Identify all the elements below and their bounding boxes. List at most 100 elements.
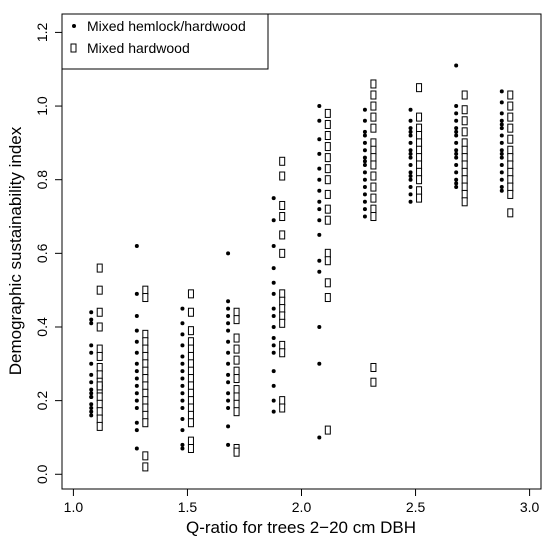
hardwood-point: [233, 374, 240, 384]
hardwood-point: [187, 436, 194, 446]
hardwood-point: [416, 153, 423, 163]
hardwood-point: [96, 344, 103, 354]
hemlock-point: [89, 310, 94, 315]
hemlock-point: [180, 332, 185, 337]
hemlock-point: [454, 181, 459, 186]
hardwood-point: [370, 182, 377, 192]
hemlock-point: [89, 402, 94, 407]
hemlock-point: [271, 369, 276, 374]
hardwood-point: [279, 340, 286, 350]
hardwood-point: [233, 315, 240, 325]
x-tick-label: 1.5: [178, 499, 198, 515]
hardwood-point: [416, 167, 423, 177]
hemlock-point: [362, 214, 367, 219]
hardwood-point: [370, 112, 377, 122]
hemlock-point: [454, 126, 459, 131]
hardwood-point: [507, 208, 514, 218]
hemlock-point: [134, 428, 139, 433]
hardwood-point: [324, 248, 331, 258]
hemlock-point: [317, 199, 322, 204]
hemlock-point: [226, 306, 231, 311]
hemlock-point: [89, 394, 94, 399]
hemlock-point: [134, 350, 139, 355]
hardwood-point: [507, 134, 514, 144]
hemlock-point: [499, 148, 504, 153]
hardwood-point: [461, 127, 468, 137]
hemlock-point: [180, 354, 185, 359]
hardwood-point: [416, 175, 423, 185]
hemlock-point: [499, 185, 504, 190]
hardwood-point: [96, 322, 103, 332]
hardwood-point: [233, 385, 240, 395]
hardwood-point: [279, 304, 286, 314]
hardwood-point: [416, 112, 423, 122]
hemlock-point: [454, 170, 459, 175]
hemlock-point: [408, 133, 413, 138]
hemlock-point: [454, 129, 459, 134]
hemlock-point: [134, 420, 139, 425]
hardwood-point: [324, 175, 331, 185]
hemlock-point: [134, 313, 139, 318]
hemlock-point: [89, 321, 94, 326]
hemlock-point: [408, 118, 413, 123]
hemlock-point: [180, 376, 185, 381]
plot-frame: [61, 13, 542, 490]
hemlock-point: [134, 291, 139, 296]
hemlock-point: [499, 133, 504, 138]
hardwood-point: [233, 392, 240, 402]
hemlock-point: [226, 380, 231, 385]
hemlock-point: [226, 251, 231, 256]
hemlock-point: [454, 185, 459, 190]
hemlock-point: [89, 413, 94, 418]
y-tick-label: 0.4: [34, 317, 50, 337]
hemlock-point: [271, 313, 276, 318]
hemlock-point: [271, 350, 276, 355]
hardwood-point: [507, 153, 514, 163]
hardwood-point: [370, 101, 377, 111]
x-tick-label: 1.0: [64, 499, 84, 515]
hemlock-point: [317, 188, 322, 193]
hemlock-point: [499, 188, 504, 193]
hardwood-point: [233, 333, 240, 343]
hardwood-point: [142, 337, 149, 347]
hardwood-point: [187, 337, 194, 347]
y-tick-label: 0.0: [34, 464, 50, 484]
hemlock-point: [317, 218, 322, 223]
hemlock-point: [454, 177, 459, 182]
hardwood-point: [187, 289, 194, 299]
hemlock-point: [362, 185, 367, 190]
hemlock-point: [134, 243, 139, 248]
hardwood-point: [324, 142, 331, 152]
hardwood-point: [187, 388, 194, 398]
hardwood-point: [324, 425, 331, 435]
hemlock-point: [499, 111, 504, 116]
hemlock-point: [89, 361, 94, 366]
x-axis: 1.0 1.5 2.0 2.5 3.0: [64, 489, 540, 515]
hemlock-point: [271, 266, 276, 271]
hemlock-point: [89, 409, 94, 414]
hemlock-point: [226, 328, 231, 333]
hemlock-point: [89, 391, 94, 396]
hemlock-point: [180, 306, 185, 311]
hemlock-point: [226, 372, 231, 377]
hemlock-point: [226, 350, 231, 355]
hardwood-point: [461, 116, 468, 126]
hardwood-point: [461, 138, 468, 148]
hemlock-point: [362, 162, 367, 167]
hardwood-point: [96, 351, 103, 361]
hemlock-point: [408, 174, 413, 179]
hardwood-point: [279, 311, 286, 321]
hemlock-point: [89, 343, 94, 348]
hemlock-point: [362, 133, 367, 138]
hardwood-point: [324, 278, 331, 288]
hemlock-point: [408, 155, 413, 160]
hemlock-point: [499, 100, 504, 105]
hardwood-point: [324, 108, 331, 118]
hemlock-point: [317, 207, 322, 212]
hemlock-point: [134, 446, 139, 451]
hemlock-point: [89, 317, 94, 322]
hemlock-point: [454, 104, 459, 109]
hardwood-point: [96, 285, 103, 295]
hemlock-point: [454, 162, 459, 167]
hardwood-point: [233, 355, 240, 365]
